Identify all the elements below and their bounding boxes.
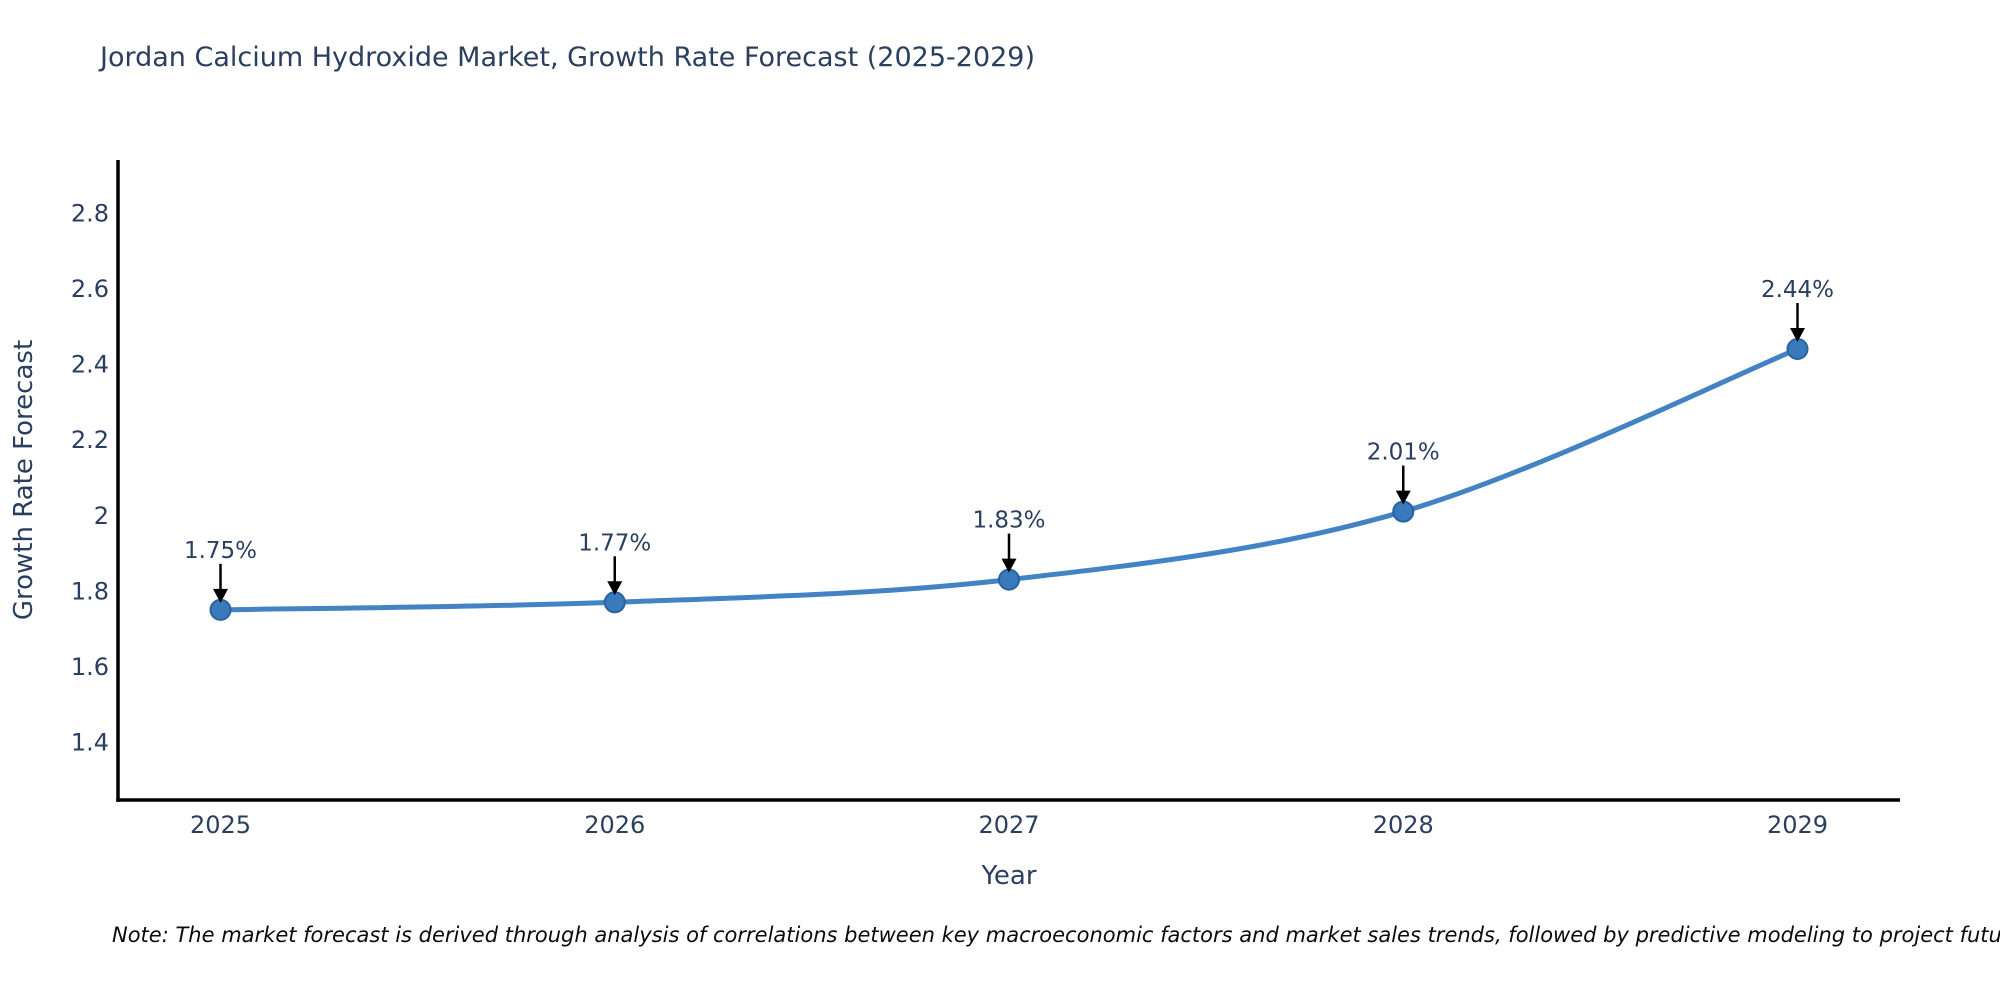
y-tick-label: 2.2 xyxy=(71,426,109,454)
annotation-arrowhead xyxy=(607,581,623,596)
point-label: 2.01% xyxy=(1367,440,1440,466)
annotation-arrowhead xyxy=(1789,328,1805,343)
y-tick-label: 1.8 xyxy=(71,577,109,605)
annotation-arrowhead xyxy=(1001,558,1017,573)
point-label: 1.75% xyxy=(184,538,257,564)
x-tick-label: 2028 xyxy=(1373,811,1434,839)
y-axis-title: Growth Rate Forecast xyxy=(9,340,39,620)
x-tick-label: 2027 xyxy=(978,811,1039,839)
point-label: 2.44% xyxy=(1761,277,1834,303)
y-tick-label: 1.6 xyxy=(71,653,109,681)
plot-area[interactable] xyxy=(118,160,1900,800)
x-axis-title: Year xyxy=(980,861,1036,891)
y-tick-label: 2.4 xyxy=(71,351,109,379)
y-tick-label: 1.4 xyxy=(71,729,109,757)
annotation-arrowhead xyxy=(213,588,229,603)
y-tick-label: 2 xyxy=(94,502,109,530)
point-label: 1.77% xyxy=(578,530,651,556)
x-tick-label: 2029 xyxy=(1767,811,1828,839)
y-tick-label: 2.8 xyxy=(71,199,109,227)
footnote: Note: The market forecast is derived thr… xyxy=(112,923,2000,947)
y-tick-label: 2.6 xyxy=(71,275,109,303)
x-tick-label: 2026 xyxy=(584,811,645,839)
point-label: 1.83% xyxy=(972,508,1045,534)
x-tick-label: 2025 xyxy=(190,811,251,839)
annotation-arrowhead xyxy=(1395,490,1411,505)
chart-title: Jordan Calcium Hydroxide Market, Growth … xyxy=(100,42,1036,73)
